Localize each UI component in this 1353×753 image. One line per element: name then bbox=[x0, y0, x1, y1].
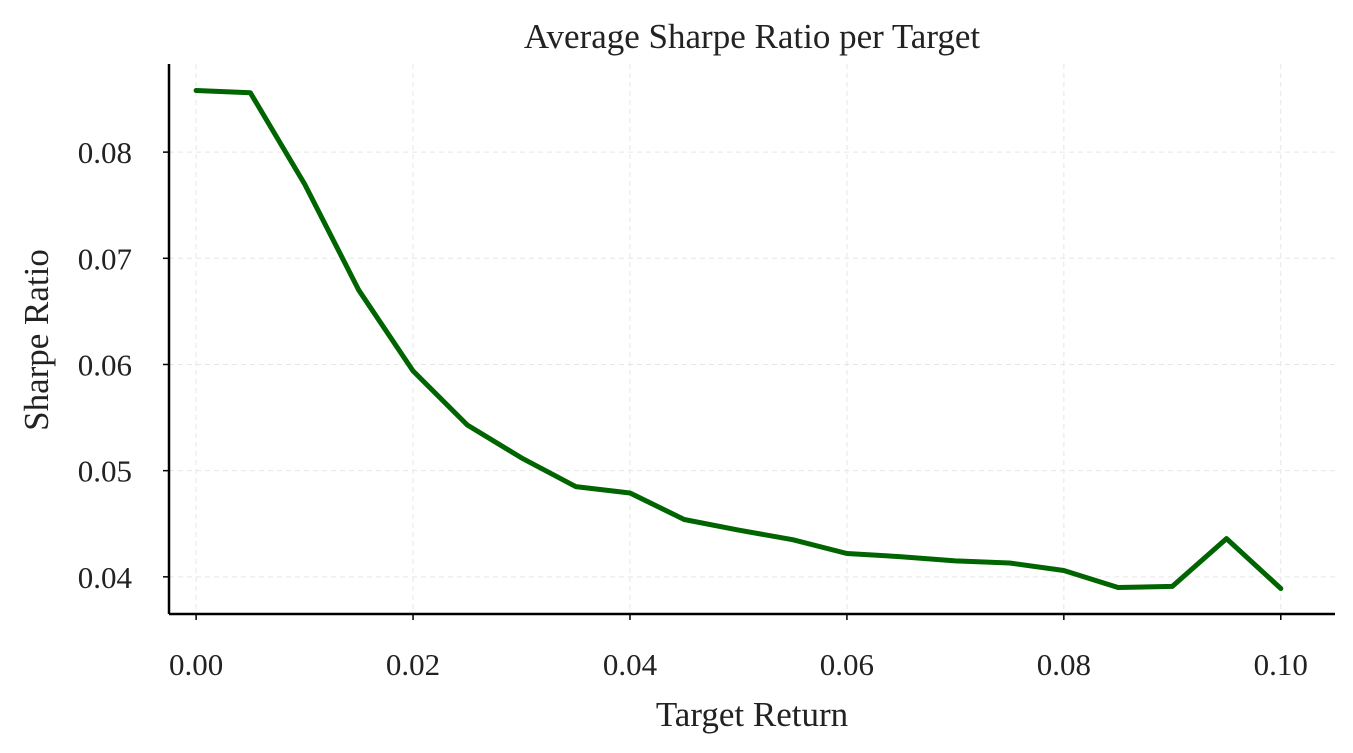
y-tick-label: 0.05 bbox=[78, 454, 132, 489]
x-tick-label: 0.02 bbox=[386, 647, 440, 682]
y-axis-label: Sharpe Ratio bbox=[17, 249, 56, 431]
series-line bbox=[193, 88, 1284, 591]
x-tick-label: 0.04 bbox=[603, 647, 658, 682]
grid bbox=[169, 64, 1335, 614]
chart-title: Average Sharpe Ratio per Target bbox=[524, 17, 981, 56]
x-tick-label: 0.00 bbox=[169, 647, 223, 682]
ticks: 0.00 0.02 0.04 0.06 0.08 0.10 0.04 0.05 0.06 0.07… bbox=[78, 135, 1308, 682]
y-tick-label: 0.04 bbox=[78, 560, 133, 595]
x-axis-label: Target Return bbox=[656, 695, 848, 734]
x-tick-label: 0.10 bbox=[1254, 647, 1308, 682]
x-tick-label: 0.06 bbox=[820, 647, 874, 682]
y-tick-label: 0.08 bbox=[78, 135, 132, 170]
x-tick-label: 0.08 bbox=[1037, 647, 1091, 682]
y-tick-label: 0.06 bbox=[78, 347, 132, 382]
y-tick-label: 0.07 bbox=[78, 241, 132, 276]
